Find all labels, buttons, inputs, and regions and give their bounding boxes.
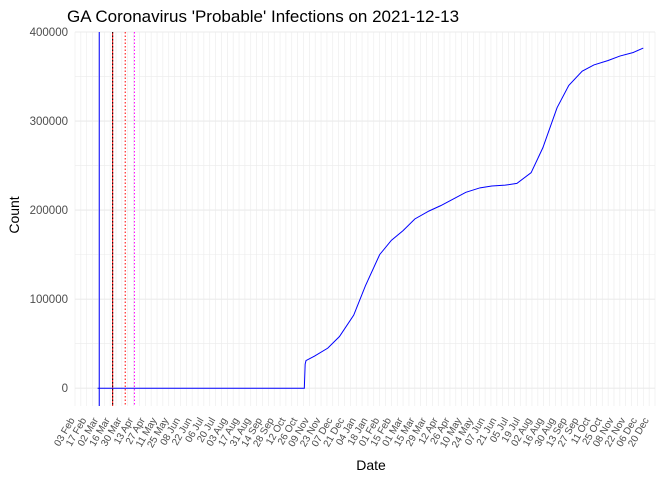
y-tick-label: 200000 <box>30 205 68 217</box>
grid <box>74 31 656 406</box>
x-axis-label: Date <box>356 457 386 473</box>
reference-lines <box>98 32 135 406</box>
y-tick-label: 0 <box>62 383 68 395</box>
y-tick-label: 300000 <box>30 116 68 128</box>
chart-title: GA Coronavirus 'Probable' Infections on … <box>67 7 459 26</box>
y-tick-label: 400000 <box>30 27 68 39</box>
y-axis: 0 100000 200000 300000 400000 <box>30 27 68 395</box>
series-group <box>97 47 644 389</box>
y-axis-label: Count <box>6 196 22 233</box>
series-line <box>97 47 644 389</box>
y-tick-label: 100000 <box>30 294 68 306</box>
